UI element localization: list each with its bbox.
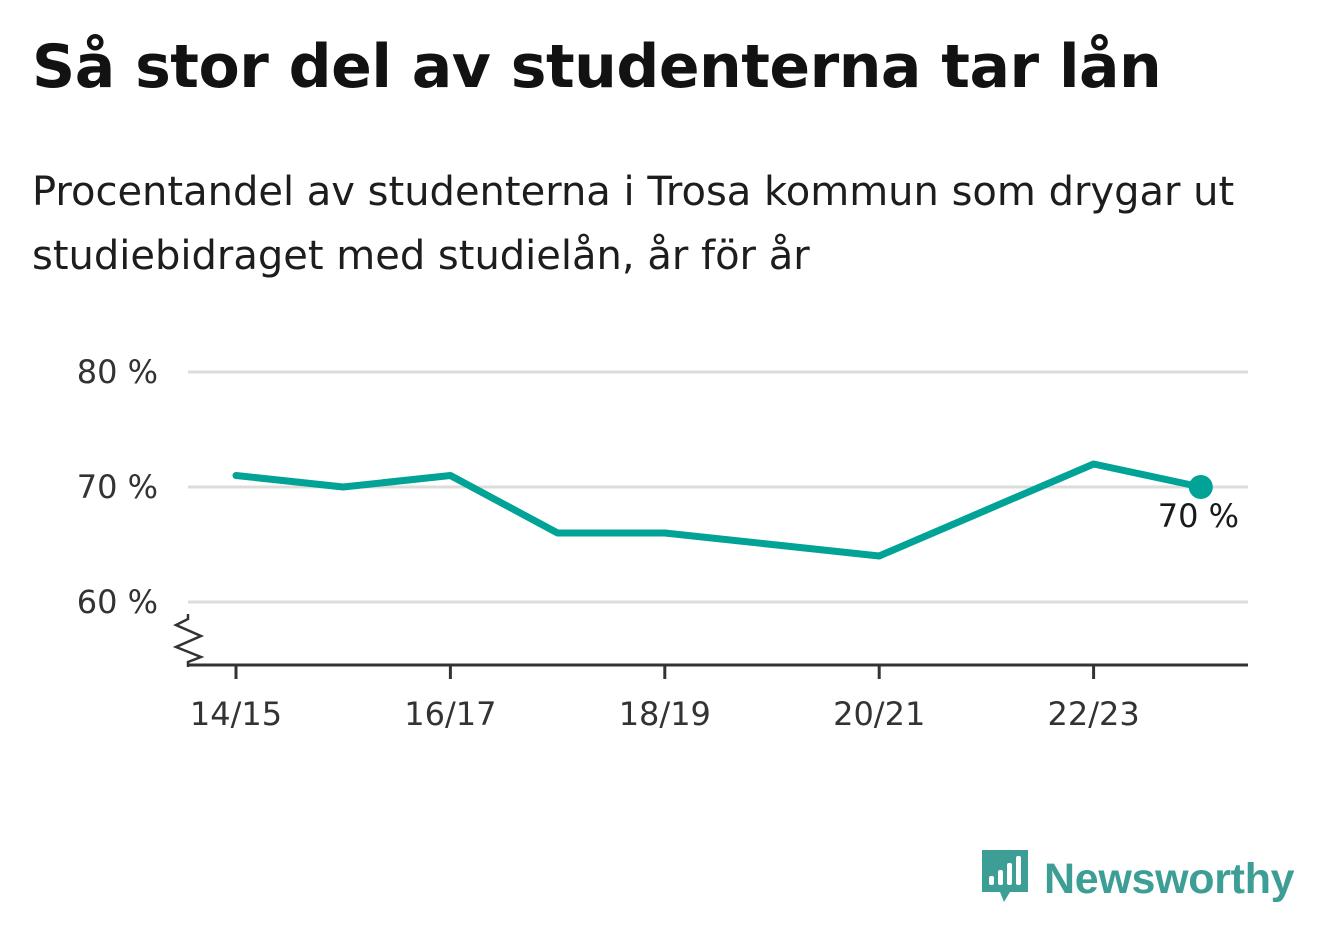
x-tick-label: 18/19 [619, 695, 711, 733]
x-axis [172, 614, 1248, 667]
end-value-label: 70 % [1158, 497, 1239, 535]
x-axis-labels: 14/15 16/17 18/19 20/21 22/23 [190, 665, 1140, 733]
y-axis-labels: 60 % 70 % 80 % [77, 353, 158, 621]
x-tick-label: 16/17 [404, 695, 496, 733]
x-tick-label: 20/21 [833, 695, 925, 733]
chart-title: Så stor del av studenterna tar lån [32, 32, 1162, 102]
end-point-marker [1188, 475, 1213, 499]
series-group: 70 % [232, 460, 1239, 560]
x-tick-label: 14/15 [190, 695, 282, 733]
x-tick-label: 22/23 [1047, 695, 1139, 733]
brand-logo: Newsworthy [980, 846, 1295, 912]
chart-subtitle: Procentandel av studenterna i Trosa komm… [32, 169, 1235, 279]
newsworthy-logo-icon [980, 846, 1030, 912]
y-tick-label: 60 % [77, 583, 158, 621]
y-tick-label: 80 % [77, 353, 158, 391]
brand-name: Newsworthy [1044, 854, 1295, 903]
series-line [232, 460, 1205, 560]
y-tick-label: 70 % [77, 468, 158, 506]
axis-break-marker [172, 614, 205, 667]
